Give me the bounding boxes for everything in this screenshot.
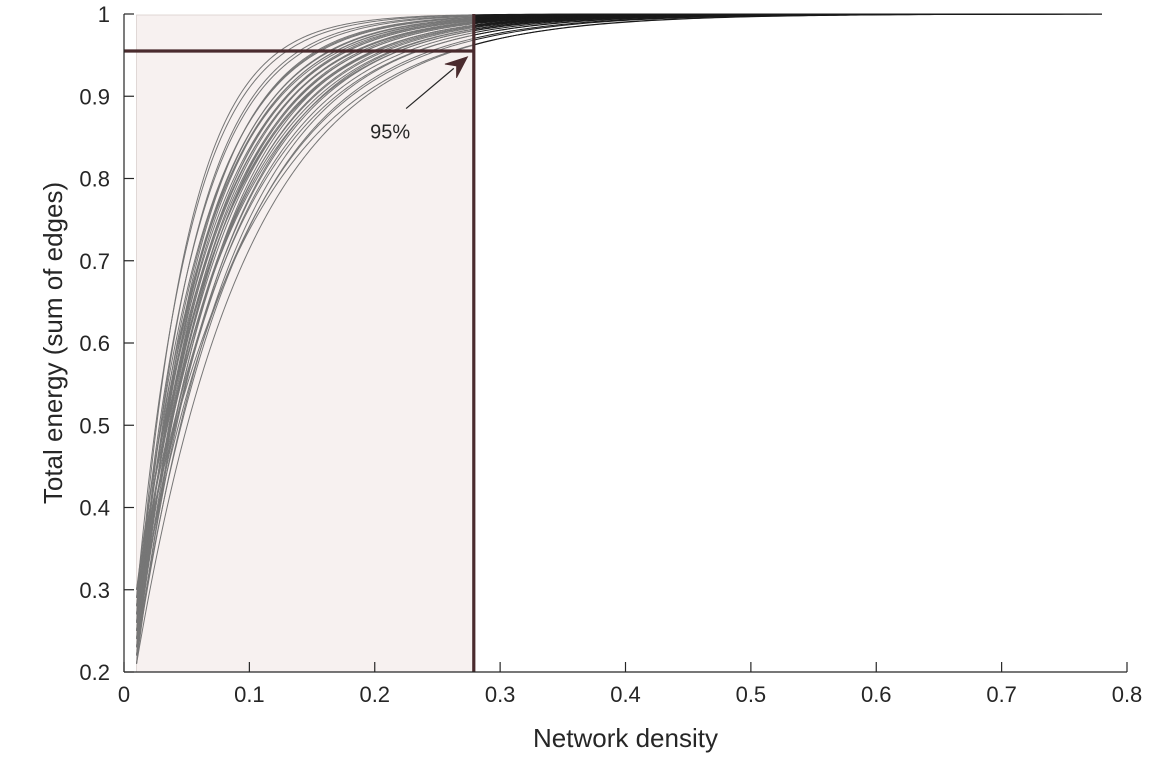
y-axis-title: Total energy (sum of edges) (38, 182, 68, 504)
curve-23-inside (136, 21, 474, 648)
y-tick-label: 0.7 (79, 249, 110, 274)
y-tick-label: 0.4 (79, 496, 110, 521)
curve-11-inside (136, 28, 474, 656)
curve-30-inside (136, 18, 474, 623)
x-tick-label: 0.5 (736, 682, 767, 707)
curve-36-inside (136, 15, 474, 640)
curve-29-inside (136, 18, 474, 640)
y-tick-label: 0.9 (79, 84, 110, 109)
annotation-arrow-head (444, 56, 469, 79)
curve-group (136, 13, 1102, 664)
curve-4-inside (136, 37, 474, 648)
annotation: 95% (370, 56, 469, 144)
curve-38-outside (473, 13, 1102, 16)
curve-12-inside (136, 27, 474, 623)
curve-3-inside (136, 39, 474, 623)
x-tick-label: 0.2 (359, 682, 390, 707)
curve-27-inside (136, 19, 474, 656)
curve-1-inside (136, 44, 474, 590)
y-tick-label: 0.8 (79, 167, 110, 192)
curve-32-inside (136, 17, 474, 607)
x-tick-label: 0.4 (610, 682, 641, 707)
y-tick-label: 0.6 (79, 331, 110, 356)
curve-19-inside (136, 23, 474, 640)
curve-38-inside (136, 14, 474, 623)
x-tick-label: 0.8 (1112, 682, 1143, 707)
annotation-arrow-shaft (405, 67, 455, 110)
y-ticks: 0.2 0.3 0.4 0.5 0.6 0.7 0.8 0.9 1 (79, 2, 134, 685)
curve-9-inside (136, 30, 474, 640)
curve-17-inside (136, 24, 474, 664)
x-tick-label: 0.1 (234, 682, 265, 707)
x-axis-title: Network density (533, 723, 718, 753)
y-tick-label: 1 (98, 2, 110, 27)
curve-25-inside (136, 20, 474, 631)
x-ticks: 0 0.1 0.2 0.3 0.4 0.5 0.6 0.7 0.8 (118, 662, 1142, 707)
annotation-label: 95% (370, 122, 410, 144)
y-tick-label: 0.3 (79, 578, 110, 603)
x-tick-label: 0 (118, 682, 130, 707)
y-tick-label: 0.5 (79, 413, 110, 438)
x-tick-label: 0.7 (986, 682, 1017, 707)
curve-31-inside (136, 17, 474, 648)
curve-2-inside (136, 44, 474, 664)
y-tick-label: 0.2 (79, 660, 110, 685)
x-tick-label: 0.6 (861, 682, 892, 707)
curve-21-inside (136, 22, 474, 656)
curve-33-inside (136, 16, 474, 631)
x-tick-label: 0.3 (485, 682, 516, 707)
curve-34-inside (136, 16, 474, 664)
curve-37-inside (136, 14, 474, 599)
